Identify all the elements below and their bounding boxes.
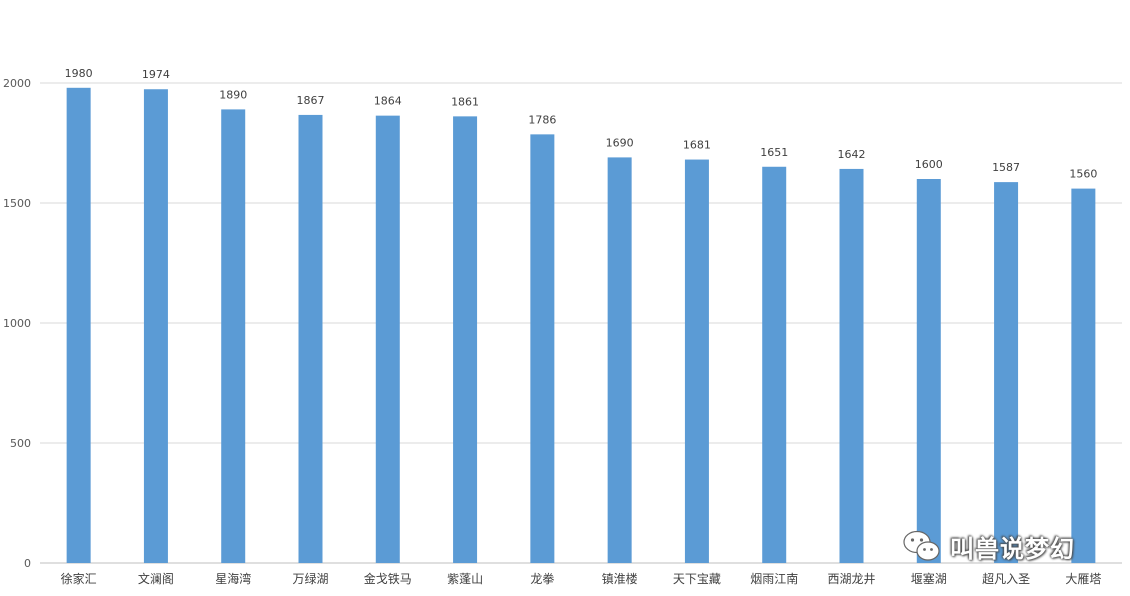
- y-tick-label: 1500: [3, 197, 31, 210]
- data-label: 1642: [838, 148, 866, 161]
- category-label: 文澜阁: [138, 571, 174, 586]
- bar: [221, 109, 246, 564]
- bar: [530, 134, 555, 564]
- data-label: 1861: [451, 95, 479, 108]
- bar: [1071, 188, 1096, 563]
- data-label: 1690: [606, 136, 634, 149]
- bar: [66, 87, 91, 564]
- bar: [762, 166, 787, 563]
- category-label: 星海湾: [215, 571, 251, 586]
- y-axis-ticks: 0 500 1000 1500 2000: [3, 77, 31, 570]
- data-label: 1600: [915, 158, 943, 171]
- category-label: 紫蓬山: [447, 572, 483, 586]
- data-label: 1560: [1069, 168, 1097, 181]
- watermark-text: 叫兽说梦幻: [950, 534, 1075, 563]
- data-label: 1681: [683, 139, 711, 152]
- data-labels: 1980 1974 1890 1867 1864 1861 1786 1690 1681 1651…: [65, 67, 1098, 181]
- category-label: 堰塞湖: [911, 571, 947, 586]
- bar: [298, 114, 323, 564]
- category-label: 徐家汇: [61, 571, 97, 586]
- category-label: 万绿湖: [292, 571, 328, 586]
- y-tick-label: 1000: [3, 317, 31, 330]
- category-label: 天下宝藏: [673, 572, 721, 586]
- wechat-icon: [903, 530, 940, 561]
- bar: [839, 168, 864, 564]
- bar: [375, 115, 400, 563]
- category-labels: 徐家汇 文澜阁 星海湾 万绿湖 金戈铁马 紫蓬山 龙拳 镇淮楼 天下宝藏 烟雨江南 西湖龙井 堰塞湖 超…: [61, 571, 1102, 586]
- gridlines: [40, 82, 1122, 564]
- category-label: 超凡入圣: [982, 571, 1030, 586]
- bars: [66, 87, 1096, 564]
- data-label: 1864: [374, 95, 402, 108]
- data-label: 1890: [219, 88, 247, 101]
- bar: [994, 182, 1019, 563]
- category-label: 大雁塔: [1065, 572, 1101, 586]
- bar: [607, 157, 632, 563]
- data-label: 1587: [992, 161, 1020, 174]
- category-label: 金戈铁马: [364, 571, 412, 586]
- data-label: 1974: [142, 68, 170, 81]
- y-tick-label: 2000: [3, 77, 31, 90]
- y-tick-label: 500: [10, 437, 31, 450]
- bar: [916, 179, 941, 563]
- category-label: 烟雨江南: [750, 571, 798, 586]
- bar: [143, 89, 168, 564]
- category-label: 镇淮楼: [602, 571, 638, 586]
- data-label: 1651: [760, 146, 788, 159]
- category-label: 西湖龙井: [827, 571, 875, 586]
- bar: [453, 116, 478, 564]
- data-label: 1867: [297, 94, 325, 107]
- category-label: 龙拳: [530, 571, 554, 586]
- watermark: 叫兽说梦幻: [902, 528, 1102, 564]
- data-label: 1980: [65, 67, 93, 80]
- bar: [684, 159, 709, 563]
- y-tick-label: 0: [24, 557, 31, 570]
- data-label: 1786: [528, 113, 556, 126]
